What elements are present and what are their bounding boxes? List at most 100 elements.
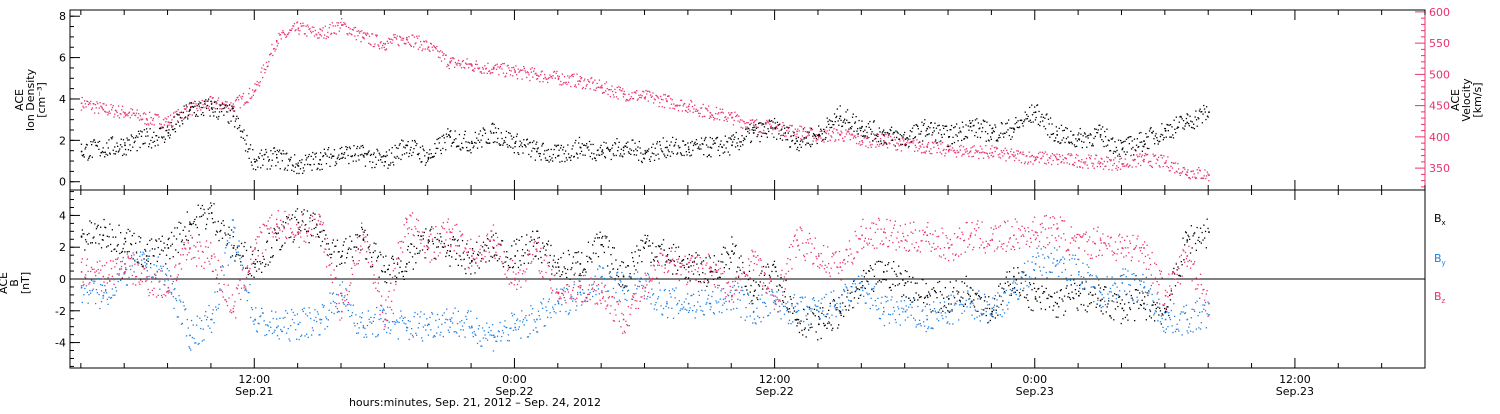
density-series-point bbox=[861, 121, 862, 122]
by-series-point bbox=[197, 316, 198, 317]
density-series-point bbox=[1008, 119, 1009, 120]
velocity-series-point bbox=[139, 120, 140, 121]
density-series-point bbox=[869, 127, 870, 128]
velocity-series-point bbox=[1005, 160, 1006, 161]
velocity-series-point bbox=[754, 121, 755, 122]
by-series-point bbox=[330, 303, 331, 304]
velocity-series-point bbox=[752, 119, 753, 120]
velocity-series-point bbox=[1050, 155, 1051, 156]
density-series-point bbox=[394, 156, 395, 157]
velocity-series-point bbox=[1145, 153, 1146, 154]
density-series-point bbox=[718, 146, 719, 147]
density-series-point bbox=[346, 149, 347, 150]
bx-series-point bbox=[324, 238, 325, 239]
bx-series-point bbox=[509, 267, 510, 268]
density-series-point bbox=[1011, 128, 1012, 129]
by-series-point bbox=[319, 334, 320, 335]
velocity-series-point bbox=[1055, 156, 1056, 157]
velocity-series-point bbox=[1149, 165, 1150, 166]
density-series-point bbox=[838, 120, 839, 121]
density-series-point bbox=[785, 139, 786, 140]
density-series-point bbox=[1085, 133, 1086, 134]
density-series-point bbox=[768, 131, 769, 132]
velocity-series-point bbox=[417, 38, 418, 39]
bx-series-point bbox=[901, 273, 902, 274]
velocity-series-point bbox=[250, 98, 251, 99]
bx-series-point bbox=[152, 248, 153, 249]
density-series-point bbox=[1101, 139, 1102, 140]
velocity-series-point bbox=[572, 74, 573, 75]
density-series-point bbox=[877, 136, 878, 137]
bx-series-point bbox=[1200, 228, 1201, 229]
by-series-point bbox=[158, 256, 159, 257]
density-series-point bbox=[1077, 140, 1078, 141]
density-series-point bbox=[496, 132, 497, 133]
bx-series-point bbox=[786, 307, 787, 308]
velocity-series-point bbox=[1147, 154, 1148, 155]
bx-series-point bbox=[409, 252, 410, 253]
bx-series-point bbox=[778, 289, 779, 290]
density-series-point bbox=[1106, 146, 1107, 147]
velocity-series-point bbox=[339, 31, 340, 32]
density-series-point bbox=[110, 153, 111, 154]
velocity-series-point bbox=[280, 34, 281, 35]
velocity-series-point bbox=[782, 126, 783, 127]
density-series-point bbox=[289, 160, 290, 161]
bx-series-point bbox=[433, 243, 434, 244]
bx-series-point bbox=[391, 258, 392, 259]
bx-series-point bbox=[324, 230, 325, 231]
velocity-series-point bbox=[489, 70, 490, 71]
density-series-point bbox=[99, 141, 100, 142]
velocity-series-point bbox=[1111, 159, 1112, 160]
bx-series-point bbox=[94, 223, 95, 224]
density-series-point bbox=[1033, 112, 1034, 113]
bx-series-point bbox=[162, 236, 163, 237]
bx-series-point bbox=[379, 252, 380, 253]
density-series-point bbox=[241, 137, 242, 138]
by-series-point bbox=[162, 270, 163, 271]
density-series-point bbox=[832, 121, 833, 122]
bx-series-point bbox=[983, 309, 984, 310]
density-series-point bbox=[1086, 147, 1087, 148]
density-series-point bbox=[233, 108, 234, 109]
density-series-point bbox=[577, 154, 578, 155]
bx-series-point bbox=[299, 229, 300, 230]
velocity-series-point bbox=[725, 116, 726, 117]
density-series-point bbox=[114, 146, 115, 147]
density-series-point bbox=[519, 146, 520, 147]
density-series-point bbox=[1102, 126, 1103, 127]
velocity-series-point bbox=[972, 146, 973, 147]
density-series-point bbox=[955, 126, 956, 127]
velocity-series-point bbox=[418, 49, 419, 50]
velocity-series-anchor bbox=[645, 96, 647, 98]
bx-series-point bbox=[958, 291, 959, 292]
density-series-point bbox=[371, 167, 372, 168]
density-series-point bbox=[1056, 126, 1057, 127]
density-series-point bbox=[625, 146, 626, 147]
density-series-point bbox=[767, 137, 768, 138]
bx-series-point bbox=[281, 246, 282, 247]
by-series-point bbox=[269, 322, 270, 323]
by-series-point bbox=[90, 293, 91, 294]
velocity-series-point bbox=[444, 58, 445, 59]
bx-series-point bbox=[861, 281, 862, 282]
velocity-series-point bbox=[1013, 152, 1014, 153]
velocity-series-point bbox=[856, 143, 857, 144]
bx-series-point bbox=[710, 257, 711, 258]
density-series-point bbox=[809, 144, 810, 145]
bx-series-point bbox=[103, 219, 104, 220]
bx-series-point bbox=[1019, 292, 1020, 293]
velocity-series-point bbox=[329, 27, 330, 28]
density-series-point bbox=[864, 135, 865, 136]
bx-series-point bbox=[237, 247, 238, 248]
velocity-series-point bbox=[568, 82, 569, 83]
velocity-series-point bbox=[1181, 172, 1182, 173]
density-series-point bbox=[268, 160, 269, 161]
bx-series-point bbox=[223, 220, 224, 221]
bx-series-point bbox=[310, 215, 311, 216]
bx-series-point bbox=[922, 279, 923, 280]
density-series-point bbox=[926, 130, 927, 131]
velocity-series-point bbox=[693, 108, 694, 109]
density-series-point bbox=[705, 137, 706, 138]
velocity-series-point bbox=[518, 69, 519, 70]
